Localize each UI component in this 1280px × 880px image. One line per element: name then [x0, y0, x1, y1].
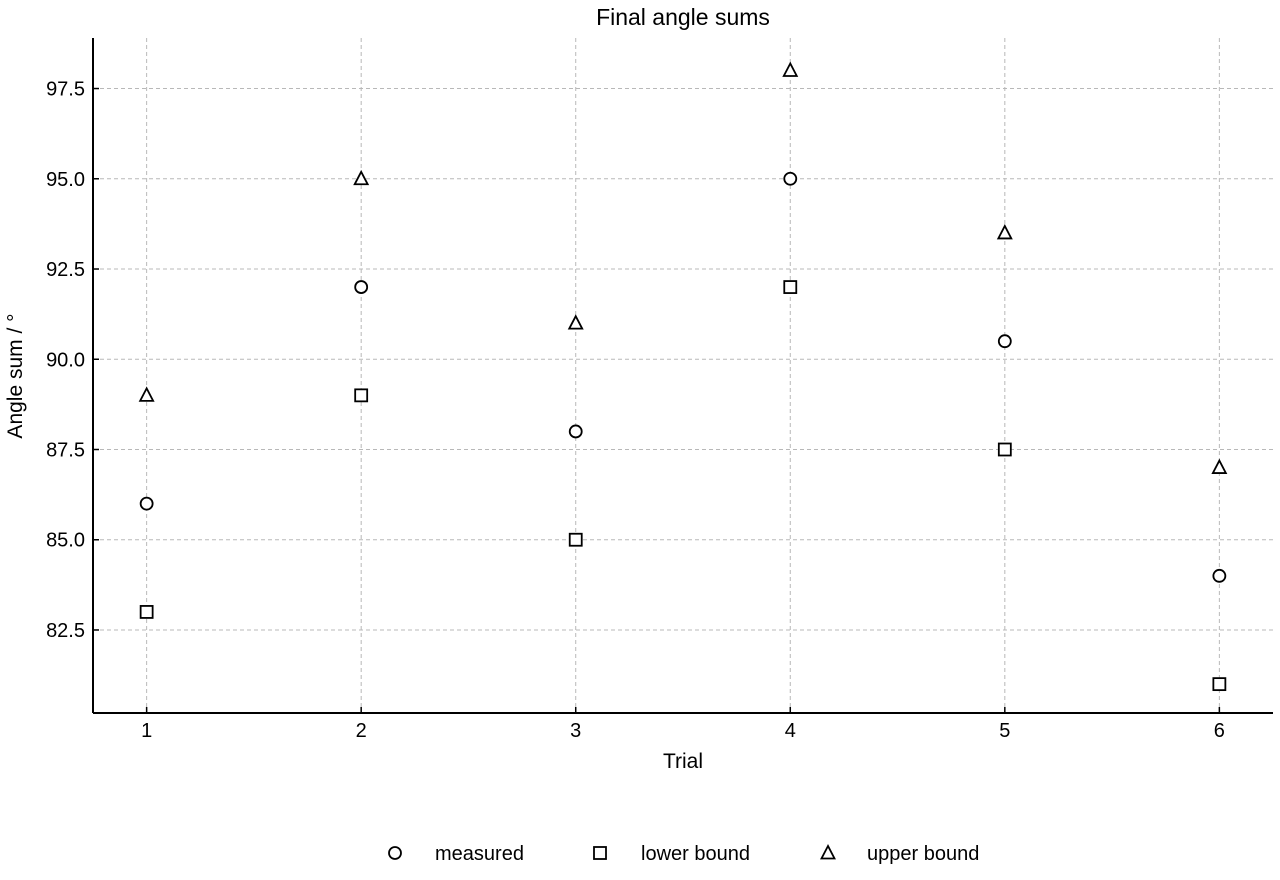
y-tick-label: 95.0: [46, 169, 85, 191]
x-tick-label: 3: [570, 720, 581, 742]
upper-bound-point: [138, 386, 155, 402]
upper-bound-point: [353, 169, 370, 186]
lower-bound-point: [568, 532, 583, 547]
lower-bound-point: [139, 605, 154, 619]
data-points: [138, 61, 1228, 692]
y-axis-title: Angle sum / °: [4, 313, 27, 438]
x-tick-label: 6: [1214, 720, 1225, 742]
legend-marker-measured: [388, 846, 402, 860]
chart-title: Final angle sums: [596, 4, 770, 30]
y-tick-label: 82.5: [46, 620, 85, 642]
measured-point: [1212, 568, 1227, 583]
lower-bound-point: [783, 280, 798, 294]
x-tick-label: 2: [356, 720, 367, 742]
y-tick-label: 85.0: [46, 530, 85, 552]
x-tick-label: 1: [141, 720, 152, 742]
legend-marker-lower-bound: [593, 846, 607, 860]
upper-bound-point: [996, 223, 1013, 240]
grid: [93, 38, 1273, 713]
y-tick-label: 87.5: [46, 439, 85, 461]
measured-point: [568, 424, 583, 439]
y-tick-label: 92.5: [46, 259, 85, 281]
x-tick-label: 4: [785, 720, 796, 742]
legend-label-measured: measured: [435, 843, 524, 865]
lower-bound-point: [354, 388, 369, 403]
upper-bound-point: [782, 61, 799, 77]
legend-label-upper-bound: upper bound: [867, 843, 979, 865]
upper-bound-point: [567, 314, 584, 330]
lower-bound-point: [1212, 677, 1227, 692]
legend: measured lower bound upper bound: [388, 843, 979, 865]
ticks: 1 2 3 4 5 6 82.5 85.0 87.5 90.0 92.5 95.0 97.5: [46, 79, 1225, 742]
x-axis-title: Trial: [663, 750, 703, 773]
measured-point: [997, 334, 1012, 349]
axes: [92, 38, 1273, 714]
y-tick-label: 90.0: [46, 349, 85, 371]
measured-point: [139, 496, 154, 511]
y-tick-label: 97.5: [46, 79, 85, 101]
legend-marker-upper-bound: [820, 844, 836, 860]
measured-point: [354, 280, 369, 294]
legend-label-lower-bound: lower bound: [641, 843, 750, 865]
lower-bound-point: [997, 442, 1012, 457]
upper-bound-point: [1211, 458, 1228, 474]
x-tick-label: 5: [999, 720, 1010, 742]
measured-point: [783, 171, 798, 186]
